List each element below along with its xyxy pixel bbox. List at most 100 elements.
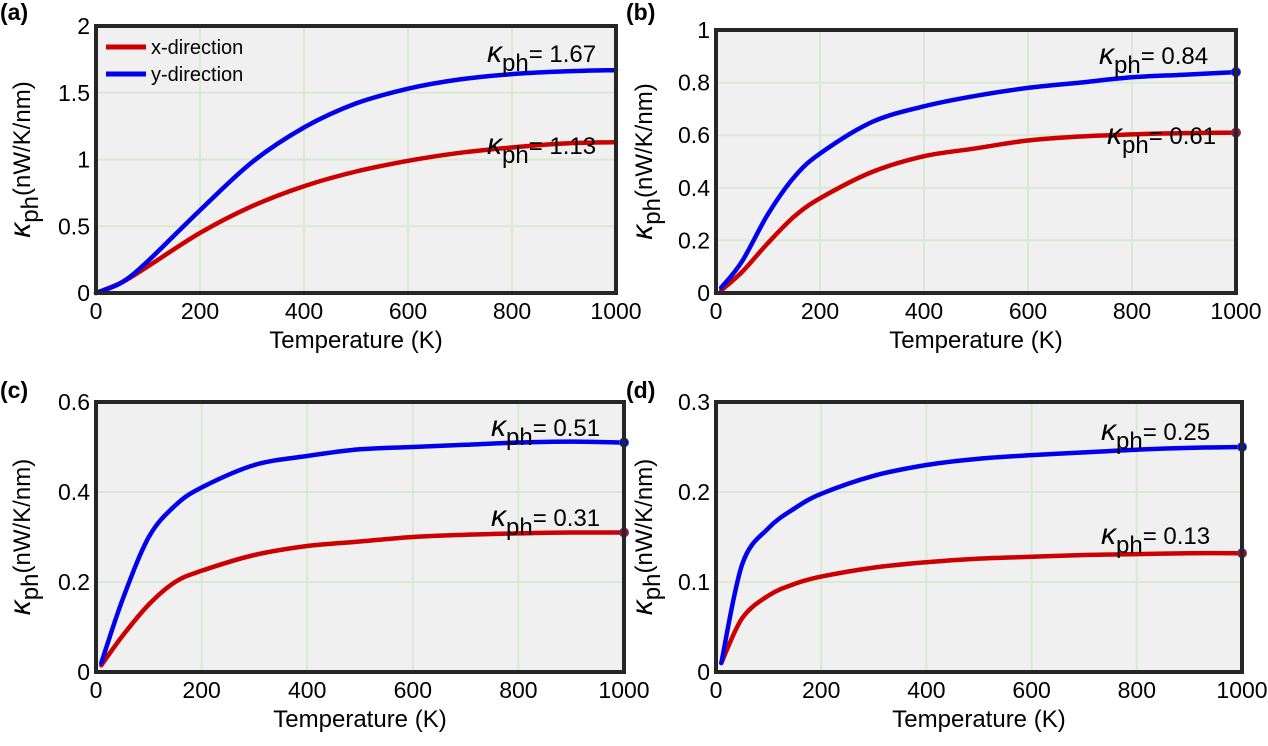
annotation-value: = 0.31 bbox=[533, 505, 600, 532]
annotation-subscript: ph bbox=[506, 424, 533, 451]
y-tick-label: 1 bbox=[697, 17, 710, 43]
annotation-symbol: κ bbox=[491, 500, 508, 533]
y-axis-label: κph(nW/K/nm) bbox=[4, 81, 44, 237]
annotation-value: = 1.67 bbox=[529, 41, 596, 68]
x-tick-label: 400 bbox=[285, 298, 323, 324]
annotation-subscript: ph bbox=[506, 514, 533, 541]
x-tick-label: 800 bbox=[1113, 298, 1151, 324]
x-tick-label: 200 bbox=[182, 677, 220, 703]
annotation-subscript: ph bbox=[1116, 532, 1143, 559]
y-tick-label: 0 bbox=[697, 280, 710, 306]
panel-c: 0 200 400 600 800 1000 0 0.2 0.4 0.6 Temperature (… bbox=[0, 377, 650, 733]
annotation-x-direction: κph= 1.13 bbox=[487, 128, 596, 169]
legend: x-direction y-direction bbox=[106, 37, 243, 86]
x-axis-label: Temperature (K) bbox=[892, 706, 1065, 733]
annotation-value: = 0.51 bbox=[533, 415, 600, 442]
y-axis-units: (nW/K/nm) bbox=[631, 83, 658, 198]
annotation-symbol: κ bbox=[1107, 118, 1124, 151]
y-tick-label: 0.6 bbox=[678, 122, 710, 148]
y-tick-label: 1 bbox=[77, 147, 90, 173]
x-tick-label: 600 bbox=[1009, 298, 1047, 324]
series-line-y-direction bbox=[719, 444, 1245, 666]
x-tick-label: 600 bbox=[389, 298, 427, 324]
x-tick-label: 200 bbox=[802, 677, 840, 703]
y-tick-label: 0.1 bbox=[678, 569, 710, 595]
x-tick-label: 0 bbox=[90, 677, 103, 703]
y-tick-label: 0.8 bbox=[678, 70, 710, 96]
plot-frame bbox=[714, 28, 1238, 295]
y-axis-subscript: ph bbox=[17, 196, 44, 223]
annotation-symbol: κ bbox=[1099, 38, 1116, 71]
x-tick-label: 600 bbox=[1012, 677, 1050, 703]
panel-a: 0 200 400 600 800 1000 0 0.5 1 1.5 2 Temperature (K… bbox=[0, 0, 642, 354]
x-tick-label: 800 bbox=[499, 677, 537, 703]
series-line-x-direction bbox=[93, 139, 619, 296]
annotation-y-direction: κph= 0.25 bbox=[1101, 414, 1210, 455]
x-tick-label: 800 bbox=[493, 298, 531, 324]
x-axis-label: Temperature (K) bbox=[269, 327, 442, 354]
x-tick-label: 0 bbox=[90, 298, 103, 324]
annotation-value: = 0.25 bbox=[1143, 419, 1210, 446]
annotation-symbol: κ bbox=[1101, 518, 1118, 551]
x-tick-label: 600 bbox=[394, 677, 432, 703]
annotation-value: = 0.61 bbox=[1149, 123, 1216, 150]
annotation-subscript: ph bbox=[502, 142, 529, 169]
annotation-y-direction: κph= 0.84 bbox=[1099, 38, 1208, 79]
y-axis-label: κph(nW/K/nm) bbox=[626, 459, 666, 615]
plot-frame bbox=[714, 400, 1244, 674]
annotation-y-direction: κph= 0.51 bbox=[491, 410, 600, 451]
annotation-value: = 0.13 bbox=[1143, 523, 1210, 550]
annotation-x-direction: κph= 0.31 bbox=[491, 500, 600, 541]
annotation-value: = 1.13 bbox=[529, 133, 596, 160]
series-line-y-direction bbox=[99, 439, 627, 666]
y-tick-label: 0.2 bbox=[678, 227, 710, 253]
y-axis-symbol: κ bbox=[626, 598, 659, 615]
series-line-y-direction bbox=[93, 67, 619, 296]
y-axis-subscript: ph bbox=[639, 198, 666, 225]
x-tick-label: 1000 bbox=[590, 298, 641, 324]
annotation-symbol: κ bbox=[487, 36, 504, 69]
plot-frame bbox=[94, 24, 618, 295]
x-tick-label: 400 bbox=[905, 298, 943, 324]
panel-label: (c) bbox=[0, 377, 28, 403]
plot-area bbox=[96, 402, 624, 672]
y-axis-units: (nW/K/nm) bbox=[9, 81, 36, 196]
annotation-subscript: ph bbox=[502, 50, 529, 77]
panel-label: (d) bbox=[626, 377, 655, 403]
panel-d: 0 200 400 600 800 1000 0 0.1 0.2 0.3 Temperature (… bbox=[626, 377, 1268, 733]
y-axis-label: κph(nW/K/nm) bbox=[626, 83, 666, 239]
y-tick-label: 1.5 bbox=[58, 80, 90, 106]
y-tick-label: 0.4 bbox=[58, 479, 90, 505]
annotation-subscript: ph bbox=[1114, 52, 1141, 79]
x-axis-label: Temperature (K) bbox=[273, 706, 446, 733]
x-tick-label: 200 bbox=[181, 298, 219, 324]
annotation-y-direction: κph= 1.67 bbox=[487, 36, 596, 77]
y-tick-label: 0 bbox=[77, 659, 90, 685]
y-tick-label: 2 bbox=[77, 13, 90, 39]
y-tick-label: 0.2 bbox=[678, 479, 710, 505]
x-tick-label: 0 bbox=[710, 298, 723, 324]
y-tick-label: 0.2 bbox=[58, 569, 90, 595]
annotation-symbol: κ bbox=[491, 410, 508, 443]
y-axis-units: (nW/K/nm) bbox=[631, 459, 658, 574]
y-axis-subscript: ph bbox=[639, 573, 666, 600]
y-tick-label: 0.4 bbox=[678, 175, 710, 201]
y-axis-label: κph(nW/K/nm) bbox=[4, 459, 44, 615]
x-tick-label: 1000 bbox=[1210, 298, 1261, 324]
annotation-symbol: κ bbox=[1101, 414, 1118, 447]
panel-label: (a) bbox=[0, 0, 28, 25]
x-tick-label: 1000 bbox=[598, 677, 649, 703]
series-line-x-direction bbox=[719, 550, 1245, 666]
y-tick-label: 0 bbox=[77, 280, 90, 306]
x-tick-label: 1000 bbox=[1216, 677, 1267, 703]
annotation-subscript: ph bbox=[1116, 428, 1143, 455]
series-line-x-direction bbox=[99, 530, 627, 668]
y-axis-subscript: ph bbox=[17, 573, 44, 600]
legend-label-x-direction: x-direction bbox=[151, 37, 243, 59]
plot-frame bbox=[94, 400, 626, 674]
x-tick-label: 0 bbox=[710, 677, 723, 703]
y-axis-symbol: κ bbox=[4, 598, 37, 615]
annotation-subscript: ph bbox=[1122, 132, 1149, 159]
